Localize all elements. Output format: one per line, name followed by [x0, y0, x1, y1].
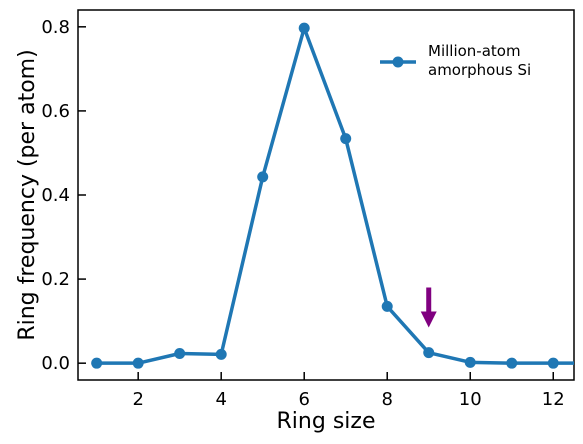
y-tick-label: 0.4: [41, 185, 70, 206]
y-tick-label: 0.0: [41, 353, 70, 374]
data-point: [298, 22, 310, 34]
legend-marker: [392, 56, 404, 68]
data-series: [91, 22, 574, 369]
legend-label: amorphous Si: [428, 61, 531, 79]
axis-ticks: 2 4 6 8 10 12 0.0 0.2 0.4 0.6 0.8: [41, 17, 564, 410]
annotation: [420, 287, 437, 328]
data-point: [381, 300, 393, 312]
legend-label: Million-atom: [428, 42, 521, 60]
data-point: [506, 357, 518, 369]
y-tick-label: 0.6: [41, 101, 70, 122]
x-tick-label: 4: [215, 389, 226, 410]
y-tick-label: 0.8: [41, 17, 70, 38]
data-point: [547, 357, 559, 369]
data-point: [215, 348, 227, 360]
y-axis-label: Ring frequency (per atom): [15, 49, 40, 340]
x-tick-label: 8: [381, 389, 392, 410]
x-axis-label: Ring size: [277, 409, 376, 434]
data-point: [464, 356, 476, 368]
y-tick-label: 0.2: [41, 269, 70, 290]
data-point: [132, 357, 144, 369]
annotation-arrow-head: [420, 311, 437, 328]
data-point: [257, 171, 269, 183]
x-tick-label: 12: [542, 389, 565, 410]
data-point: [340, 133, 352, 145]
x-tick-label: 2: [132, 389, 143, 410]
data-point: [91, 357, 103, 369]
data-point: [423, 347, 435, 359]
x-tick-label: 6: [298, 389, 309, 410]
data-point: [174, 348, 186, 360]
x-tick-label: 10: [459, 389, 482, 410]
